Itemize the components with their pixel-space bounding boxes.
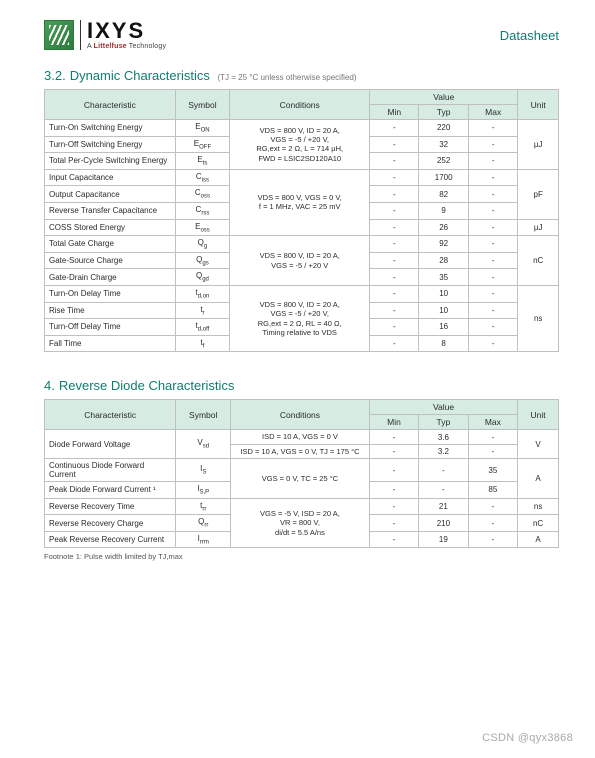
logo-divider: [80, 20, 81, 50]
table-row: Diode Forward Voltage Vsd ISD = 10 A, VG…: [45, 430, 559, 444]
table-row: Input Capacitance Ciss VDS = 800 V, VGS …: [45, 169, 559, 186]
section-32-title: 3.2.Dynamic Characteristics (TJ = 25 °C …: [44, 68, 559, 83]
logo-mark-icon: [44, 20, 74, 50]
document-label: Datasheet: [500, 28, 559, 43]
page-header: IXYS A Littelfuse Technology Datasheet: [44, 20, 559, 50]
brand-subline: A Littelfuse Technology: [87, 43, 166, 50]
table-row: Turn-On Delay Time td,on VDS = 800 V, ID…: [45, 285, 559, 302]
dynamic-characteristics-table: Characteristic Symbol Conditions Value U…: [44, 89, 559, 352]
logo-text-block: IXYS A Littelfuse Technology: [87, 20, 166, 50]
conditions-cell: VDS = 800 V, ID = 20 A, VGS = -5 / +20 V…: [230, 120, 370, 170]
table-row: Reverse Recovery Time trr VGS = -5 V, IS…: [45, 498, 559, 515]
reverse-diode-table: Characteristic Symbol Conditions Value U…: [44, 399, 559, 548]
footnote: Footnote 1: Pulse width limited by TJ,ma…: [44, 552, 559, 561]
watermark: CSDN @qyx3868: [482, 732, 573, 744]
brand-logo: IXYS A Littelfuse Technology: [44, 20, 166, 50]
table-row: Turn-On Switching Energy EON VDS = 800 V…: [45, 120, 559, 137]
table-row: Continuous Diode Forward Current IS VGS …: [45, 459, 559, 482]
brand-name: IXYS: [87, 20, 166, 42]
table-header-row: Characteristic Symbol Conditions Value U…: [45, 400, 559, 415]
section-4-title: 4.Reverse Diode Characteristics: [44, 378, 559, 393]
table-header-row: Characteristic Symbol Conditions Value U…: [45, 90, 559, 105]
table-row: Total Gate Charge Qg VDS = 800 V, ID = 2…: [45, 236, 559, 253]
